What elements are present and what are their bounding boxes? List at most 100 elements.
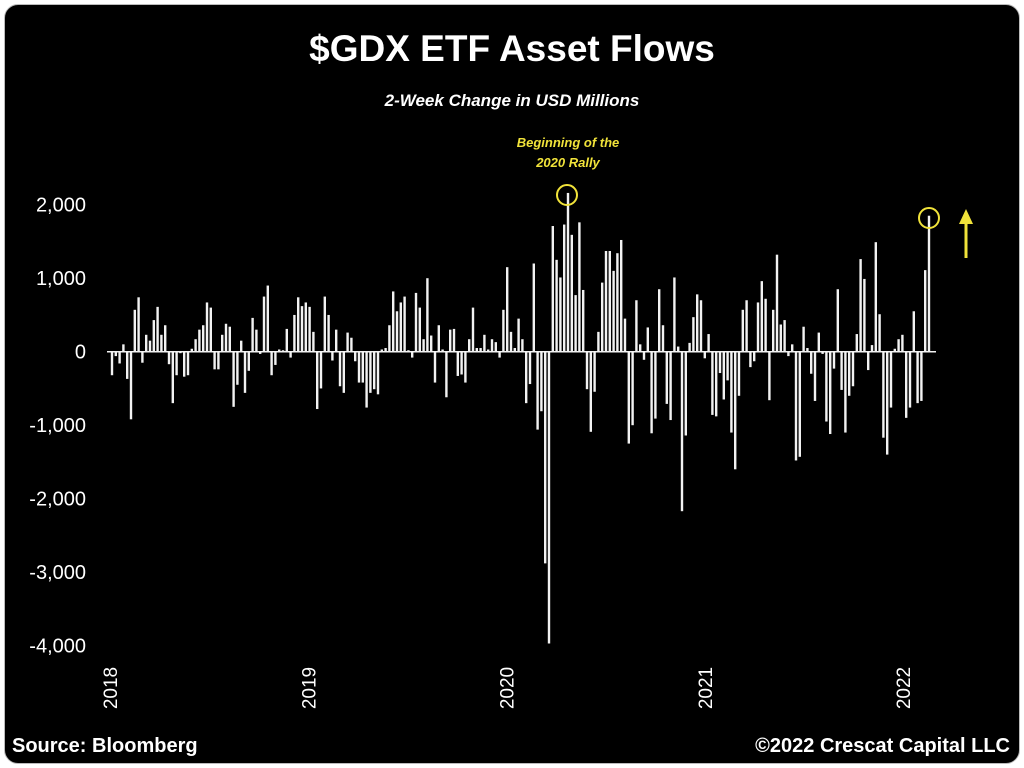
bar bbox=[631, 351, 634, 426]
bar bbox=[331, 351, 334, 361]
bar bbox=[882, 351, 885, 438]
latest-bar-circle bbox=[918, 207, 940, 229]
bar bbox=[148, 340, 152, 352]
bar bbox=[388, 325, 391, 352]
bar bbox=[411, 351, 414, 358]
bar bbox=[266, 285, 269, 352]
bar bbox=[798, 351, 801, 457]
source-label: Source: Bloomberg bbox=[12, 735, 198, 757]
bar bbox=[563, 224, 566, 352]
bar bbox=[118, 351, 121, 364]
bar bbox=[456, 351, 459, 376]
bar bbox=[133, 309, 136, 352]
bar bbox=[532, 263, 535, 352]
bar bbox=[236, 351, 239, 385]
bar bbox=[319, 351, 323, 389]
bar bbox=[202, 325, 205, 352]
bar bbox=[597, 331, 600, 352]
bar bbox=[756, 302, 760, 352]
bar bbox=[243, 351, 247, 393]
bar bbox=[878, 314, 881, 352]
bar bbox=[445, 351, 448, 398]
bar bbox=[205, 302, 209, 352]
bar bbox=[509, 331, 513, 352]
bar bbox=[589, 351, 592, 432]
bar bbox=[684, 351, 687, 436]
rally-peak-circle bbox=[556, 184, 578, 206]
bar bbox=[718, 351, 722, 374]
bar bbox=[338, 351, 342, 387]
y-tick-label: -1,000 bbox=[29, 415, 86, 437]
bar bbox=[490, 339, 494, 352]
bar bbox=[198, 329, 201, 352]
bar bbox=[384, 348, 387, 352]
bar bbox=[285, 328, 288, 352]
bar bbox=[502, 309, 505, 352]
bar bbox=[259, 351, 262, 354]
bar bbox=[665, 351, 668, 404]
bar bbox=[437, 325, 440, 352]
bar bbox=[528, 351, 532, 385]
bar bbox=[582, 289, 585, 352]
bar bbox=[692, 317, 695, 352]
y-tick-label: 1,000 bbox=[36, 268, 86, 290]
bar bbox=[897, 339, 900, 352]
bar bbox=[487, 349, 490, 352]
bar bbox=[164, 325, 167, 352]
bar bbox=[722, 351, 725, 400]
bar bbox=[673, 277, 676, 352]
bar bbox=[745, 300, 748, 352]
bar bbox=[312, 331, 315, 352]
bar bbox=[585, 351, 589, 390]
x-tick-label: 2020 bbox=[498, 667, 519, 709]
y-tick-label: 2,000 bbox=[36, 195, 86, 217]
bar bbox=[114, 351, 117, 357]
bar bbox=[555, 259, 558, 352]
bar bbox=[794, 351, 798, 461]
bar bbox=[677, 346, 680, 352]
bar bbox=[224, 323, 228, 352]
bar bbox=[452, 328, 456, 352]
bar bbox=[654, 351, 657, 419]
chart-subtitle: 2-Week Change in USD Millions bbox=[384, 91, 640, 110]
bar bbox=[783, 320, 786, 352]
x-tick-label: 2021 bbox=[696, 667, 717, 709]
bar bbox=[262, 296, 266, 352]
bar bbox=[449, 329, 452, 352]
bar bbox=[380, 349, 383, 352]
bar bbox=[912, 311, 915, 352]
bar bbox=[289, 351, 292, 358]
bar bbox=[832, 351, 836, 369]
bar bbox=[536, 351, 539, 430]
bar bbox=[426, 278, 429, 352]
bar bbox=[122, 344, 125, 352]
bar bbox=[775, 254, 779, 352]
bar bbox=[335, 329, 338, 352]
bar bbox=[787, 351, 790, 357]
bar bbox=[251, 317, 254, 352]
bar bbox=[213, 351, 216, 370]
bar bbox=[836, 289, 839, 352]
bar bbox=[646, 327, 649, 352]
bar bbox=[703, 351, 706, 359]
bar bbox=[346, 332, 349, 352]
bar bbox=[464, 351, 467, 383]
bar bbox=[851, 351, 855, 387]
copyright-label: ©2022 Crescat Capital LLC bbox=[755, 735, 1010, 757]
bar bbox=[840, 351, 843, 390]
bar bbox=[760, 281, 763, 352]
bar bbox=[768, 351, 771, 401]
bar bbox=[483, 334, 486, 352]
bar bbox=[821, 351, 824, 354]
bar bbox=[494, 342, 497, 352]
bar bbox=[920, 351, 923, 401]
bar bbox=[137, 297, 140, 352]
bar bbox=[737, 351, 741, 396]
bar bbox=[810, 351, 813, 374]
bar bbox=[399, 302, 402, 352]
bar bbox=[688, 342, 691, 352]
bar bbox=[430, 335, 433, 352]
bar bbox=[802, 326, 805, 352]
bar bbox=[825, 351, 828, 422]
annotation-line-2: 2020 Rally bbox=[535, 155, 600, 170]
